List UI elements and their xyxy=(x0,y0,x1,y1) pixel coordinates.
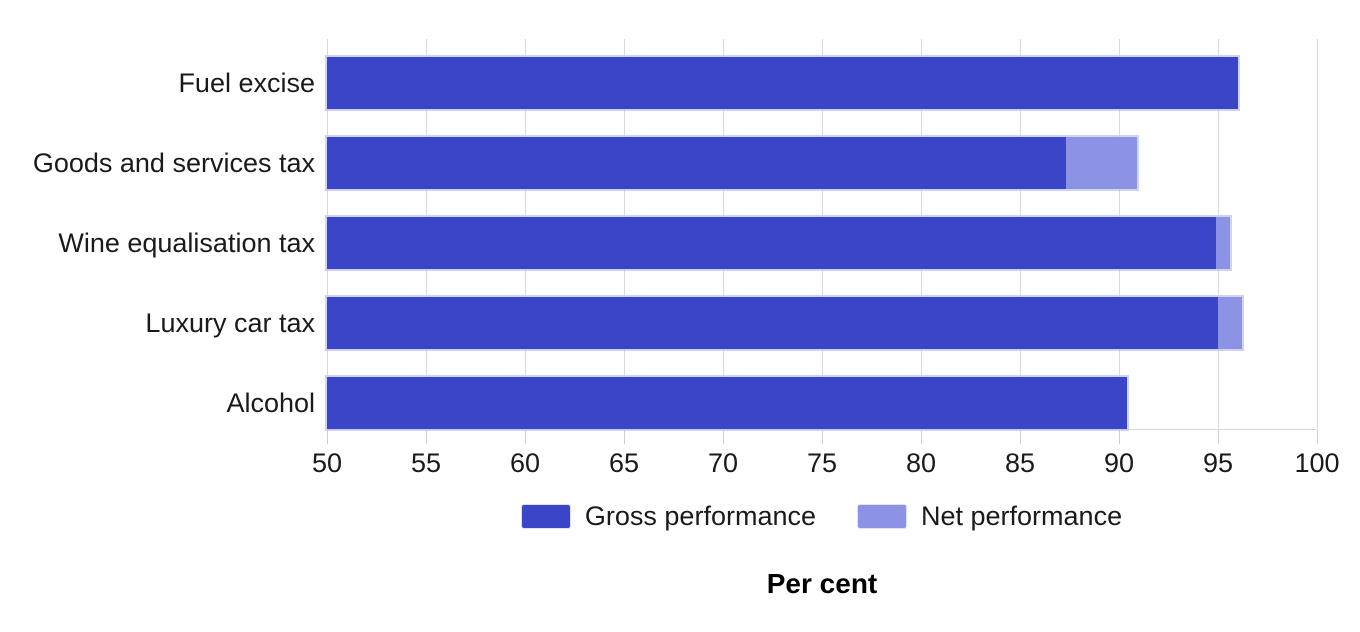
tick-mark xyxy=(723,430,724,444)
tick-mark xyxy=(525,430,526,444)
tick-mark xyxy=(1020,430,1021,444)
tick-mark xyxy=(921,430,922,444)
net-performance-swatch-icon xyxy=(858,505,906,528)
bar-goods-and-services-tax xyxy=(327,137,1137,189)
plot-area xyxy=(327,39,1318,430)
category-label-fuel-excise: Fuel excise xyxy=(178,68,315,98)
category-label-alcohol: Alcohol xyxy=(226,388,315,418)
tick-label: 75 xyxy=(806,448,838,478)
tick-mark xyxy=(1218,430,1219,444)
tick-mark xyxy=(1119,430,1120,444)
legend-item-gross: Gross performance xyxy=(521,501,816,532)
x-axis: 50 55 60 65 70 75 80 85 90 95 100 xyxy=(312,430,1340,500)
tick-label: 70 xyxy=(707,448,739,478)
tick-label: 55 xyxy=(410,448,442,478)
tick-mark xyxy=(327,430,328,444)
legend-label-gross: Gross performance xyxy=(584,501,816,531)
gross-segment xyxy=(327,377,1127,429)
tick-mark xyxy=(822,430,823,444)
category-axis: Fuel excise Goods and services tax Wine eq… xyxy=(0,39,315,429)
gross-segment xyxy=(327,217,1217,269)
net-segment xyxy=(1216,217,1230,269)
tick-label: 60 xyxy=(509,448,541,478)
bar-alcohol xyxy=(327,377,1127,429)
tick-mark xyxy=(624,430,625,444)
tick-label: 85 xyxy=(1004,448,1036,478)
bar-wine-equalisation-tax xyxy=(327,217,1230,269)
legend-item-net: Net performance xyxy=(858,501,1122,532)
gridline xyxy=(1317,39,1318,429)
tick-label: 95 xyxy=(1202,448,1234,478)
gross-segment xyxy=(327,297,1218,349)
gross-segment xyxy=(327,57,1238,109)
legend: Gross performance Net performance xyxy=(327,501,1317,532)
category-label-wine-equalisation-tax: Wine equalisation tax xyxy=(58,228,315,258)
tick-label: 65 xyxy=(608,448,640,478)
category-label-goods-and-services-tax: Goods and services tax xyxy=(32,148,315,178)
tick-label: 100 xyxy=(1294,448,1340,478)
tick-mark xyxy=(426,430,427,444)
net-segment xyxy=(1065,137,1137,189)
net-segment xyxy=(1218,297,1242,349)
tick-label: 90 xyxy=(1103,448,1135,478)
tick-label: 50 xyxy=(311,448,343,478)
tick-mark xyxy=(1317,430,1318,444)
bar-fuel-excise xyxy=(327,57,1238,109)
bar-luxury-car-tax xyxy=(327,297,1242,349)
tick-label: 80 xyxy=(905,448,937,478)
legend-label-net: Net performance xyxy=(921,501,1123,531)
gross-performance-swatch-icon xyxy=(521,505,570,528)
x-axis-title: Per cent xyxy=(766,568,878,599)
category-label-luxury-car-tax: Luxury car tax xyxy=(145,308,315,338)
gross-segment xyxy=(327,137,1066,189)
